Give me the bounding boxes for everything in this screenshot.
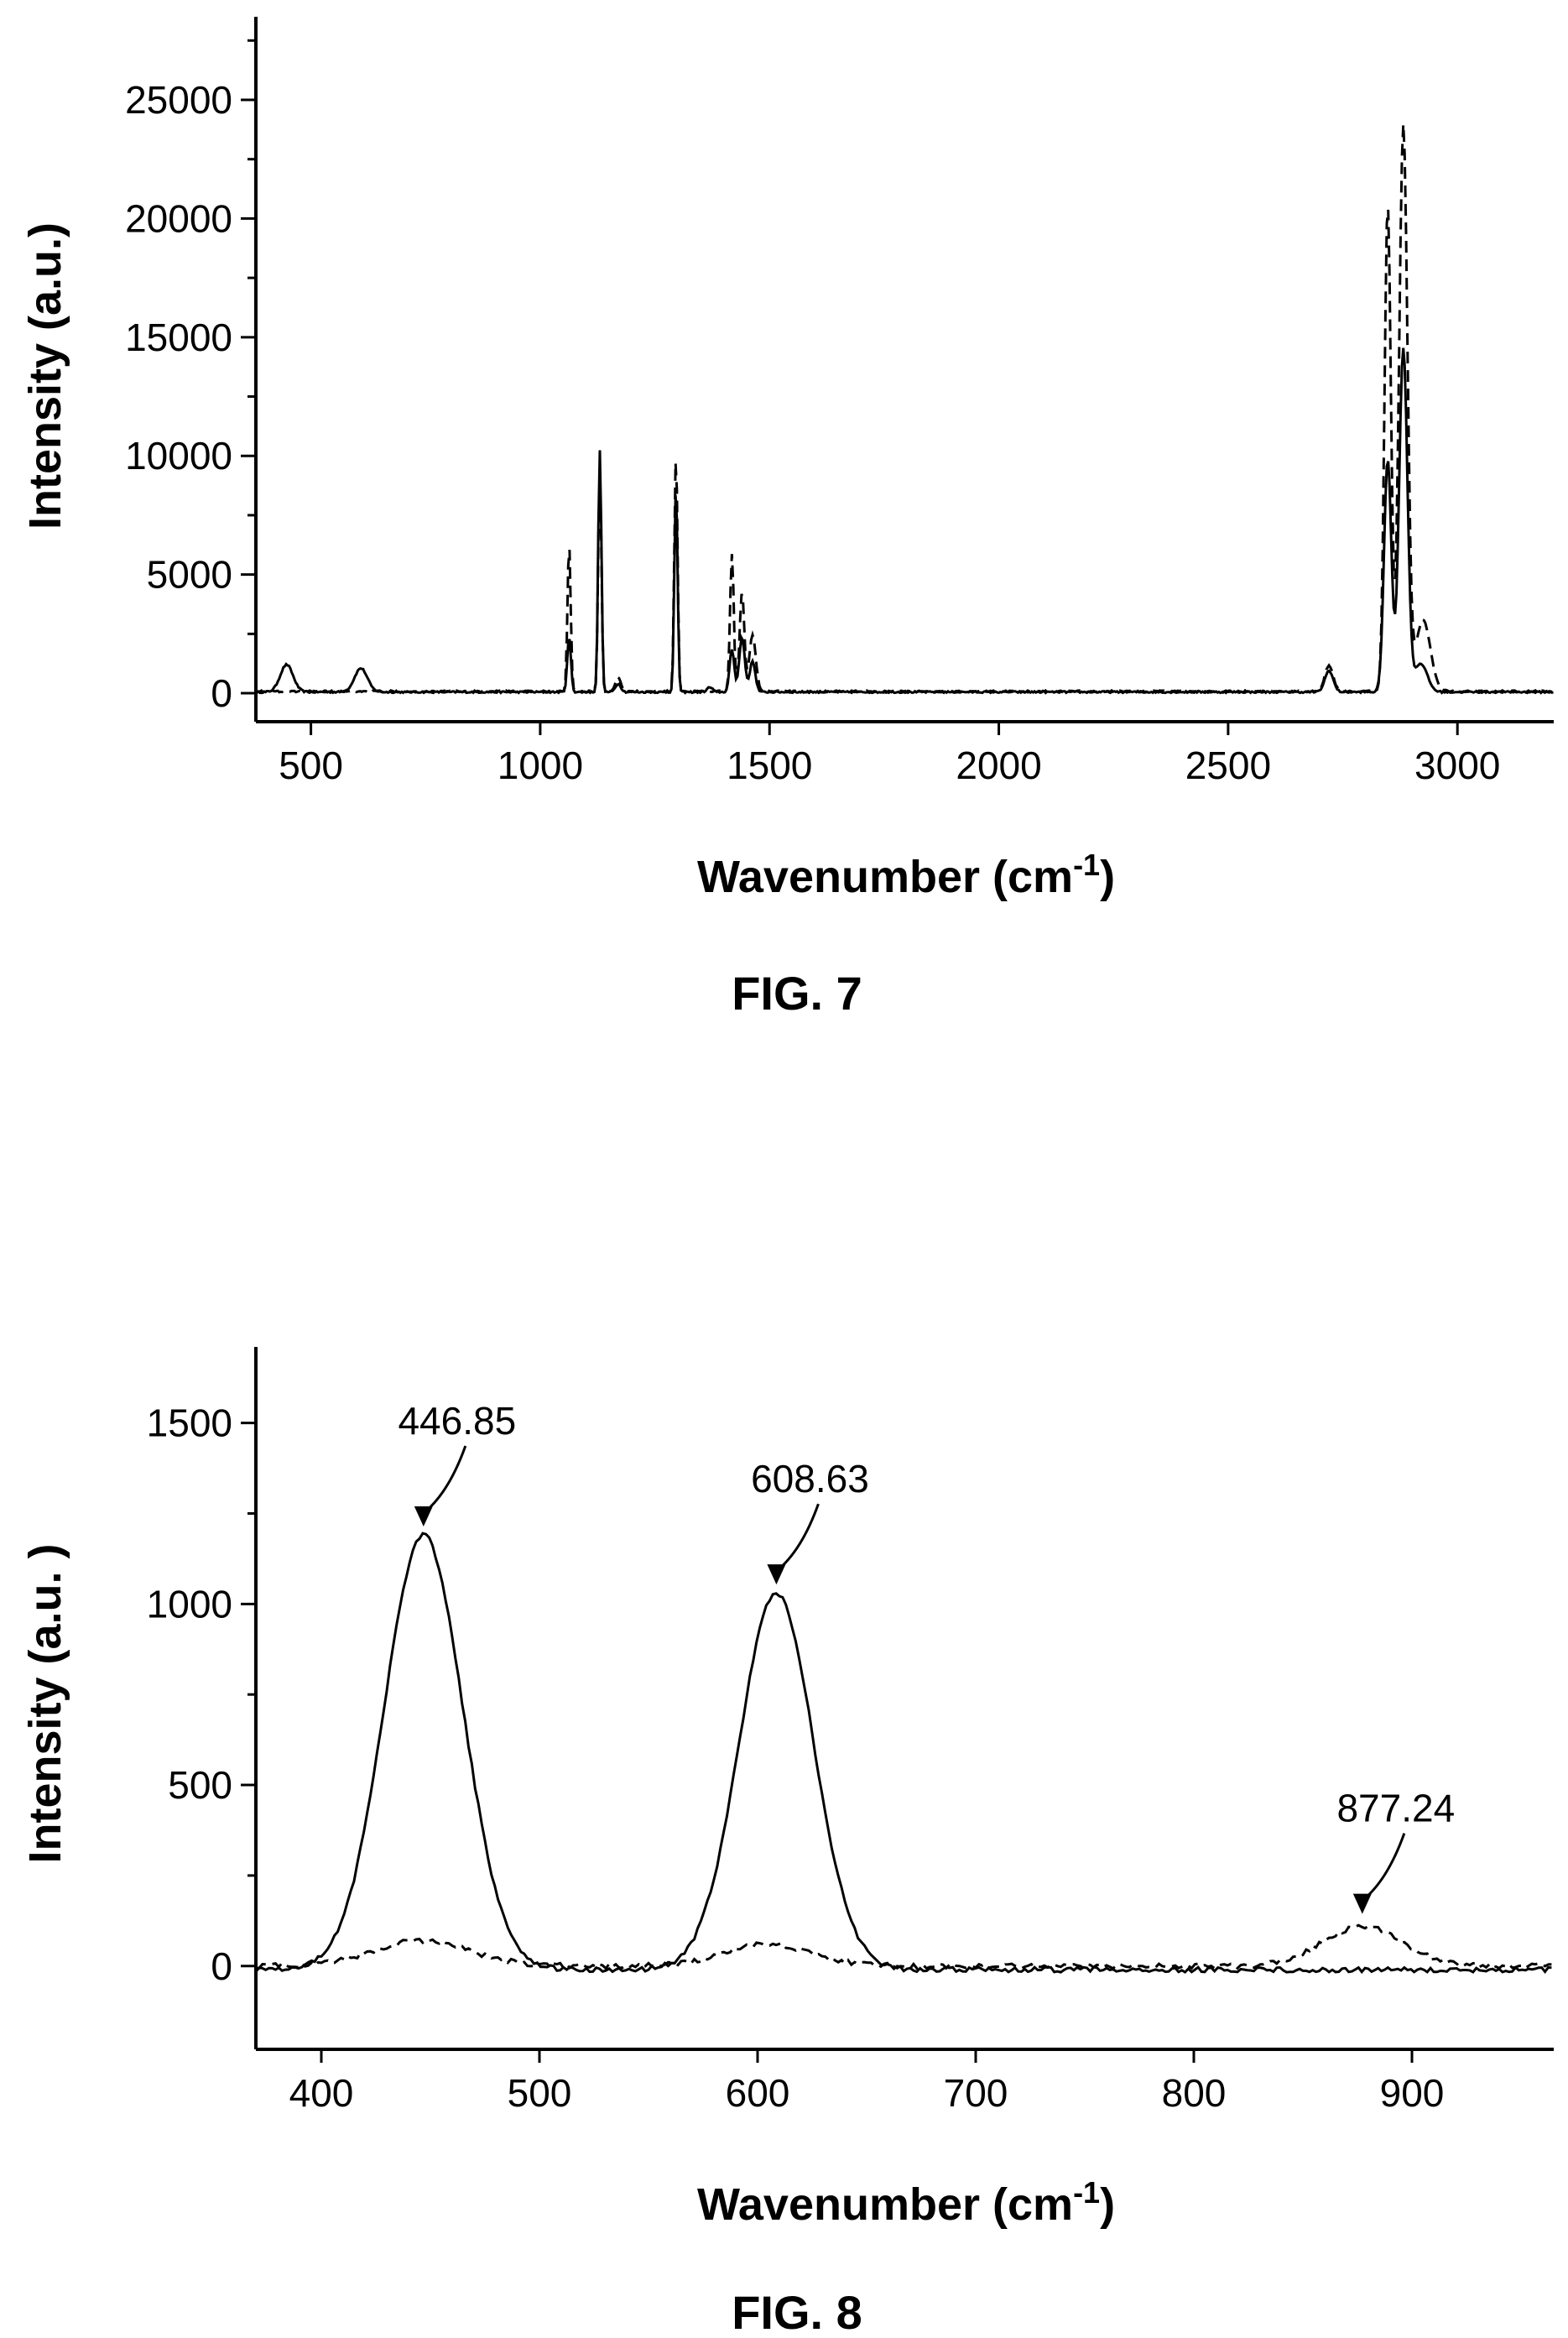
fig7-x-axis-title-sup: -1	[1073, 848, 1100, 882]
fig8-x-tick-label: 500	[508, 2071, 572, 2115]
fig7-x-ticks: 500 1000 1500 2000 2500 3000	[279, 722, 1500, 787]
fig7-y-ticks: 0 5000 10000 15000 20000 25000	[125, 39, 256, 715]
peak-arrow-2	[1361, 1833, 1406, 1902]
fig7-x-axis-title: Wavenumber (cm-1)	[697, 848, 1115, 902]
fig7-y-tick-label: 10000	[125, 434, 232, 478]
fig7-y-tick-label: 15000	[125, 316, 232, 359]
fig7-series-dashed-line	[255, 124, 1555, 694]
peak-label-1: 608.63	[751, 1457, 869, 1500]
peak-arrowhead-0	[414, 1506, 433, 1527]
fig8-y-tick-label: 1000	[147, 1582, 232, 1626]
peak-label-0: 446.85	[398, 1399, 516, 1443]
fig7-y-tick-label: 5000	[147, 553, 232, 597]
fig8-x-axis-title: Wavenumber (cm-1)	[697, 2175, 1115, 2230]
peak-arrowhead-2	[1352, 1893, 1372, 1914]
fig7-x-tick-label: 3000	[1414, 744, 1500, 787]
fig7-x-tick-label: 1000	[497, 744, 583, 787]
fig8-x-tick-label: 700	[944, 2071, 1008, 2115]
fig8-x-tick-label: 400	[289, 2071, 354, 2115]
fig8-y-tick-label: 500	[168, 1763, 232, 1807]
fig8-annotations: 446.85 608.63 877.24	[398, 1399, 1455, 1914]
fig7-y-axis-title: Intensity (a.u.)	[20, 222, 70, 530]
fig8-y-tick-label: 0	[211, 1944, 232, 1988]
fig7-x-axis-title-main: Wavenumber (cm	[697, 852, 1073, 902]
fig8-y-ticks: 0 500 1000 1500	[147, 1401, 256, 1988]
fig8-x-axis-title-main: Wavenumber (cm	[697, 2179, 1073, 2230]
fig7-y-tick-label: 0	[211, 671, 232, 715]
fig8-series-solid-line	[254, 1532, 1552, 1975]
fig8-x-tick-label: 800	[1162, 2071, 1227, 2115]
fig8-series	[254, 1532, 1552, 1975]
fig7-x-tick-label: 1500	[727, 744, 812, 787]
fig7-series	[255, 124, 1555, 695]
fig7-y-tick-label: 20000	[125, 196, 232, 240]
fig7-x-tick-label: 500	[279, 744, 343, 787]
fig8-chart: 400 500 600 700 800 900 0 500 1000 1500 446.85 60…	[20, 1347, 1554, 2338]
fig8-x-axis-title-sup: -1	[1073, 2175, 1100, 2210]
fig8-caption: FIG. 8	[732, 2286, 862, 2338]
peak-arrow-0	[422, 1445, 467, 1515]
fig7-x-axis-title-close: )	[1100, 852, 1115, 902]
fig7-chart: 500 1000 1500 2000 2500 3000 0 5000 10000 15000 2…	[20, 17, 1555, 1020]
fig8-series-dashed-line	[255, 1923, 1552, 1970]
fig8-x-tick-label: 900	[1380, 2071, 1445, 2115]
fig8-x-ticks: 400 500 600 700 800 900	[289, 2049, 1445, 2115]
fig8-y-tick-label: 1500	[147, 1401, 232, 1445]
fig8-y-axis-title: Intensity (a.u. )	[20, 1543, 70, 1863]
fig8-x-axis-title-close: )	[1100, 2179, 1115, 2230]
peak-label-2: 877.24	[1336, 1787, 1455, 1830]
fig7-series-solid-line	[255, 347, 1554, 695]
fig8-x-tick-label: 600	[726, 2071, 790, 2115]
fig7-x-tick-label: 2500	[1185, 744, 1271, 787]
fig7-y-tick-label: 25000	[125, 78, 232, 122]
fig7-caption: FIG. 7	[732, 967, 862, 1020]
peak-arrowhead-1	[767, 1564, 786, 1585]
fig7-x-tick-label: 2000	[956, 744, 1041, 787]
peak-arrow-1	[775, 1503, 820, 1573]
